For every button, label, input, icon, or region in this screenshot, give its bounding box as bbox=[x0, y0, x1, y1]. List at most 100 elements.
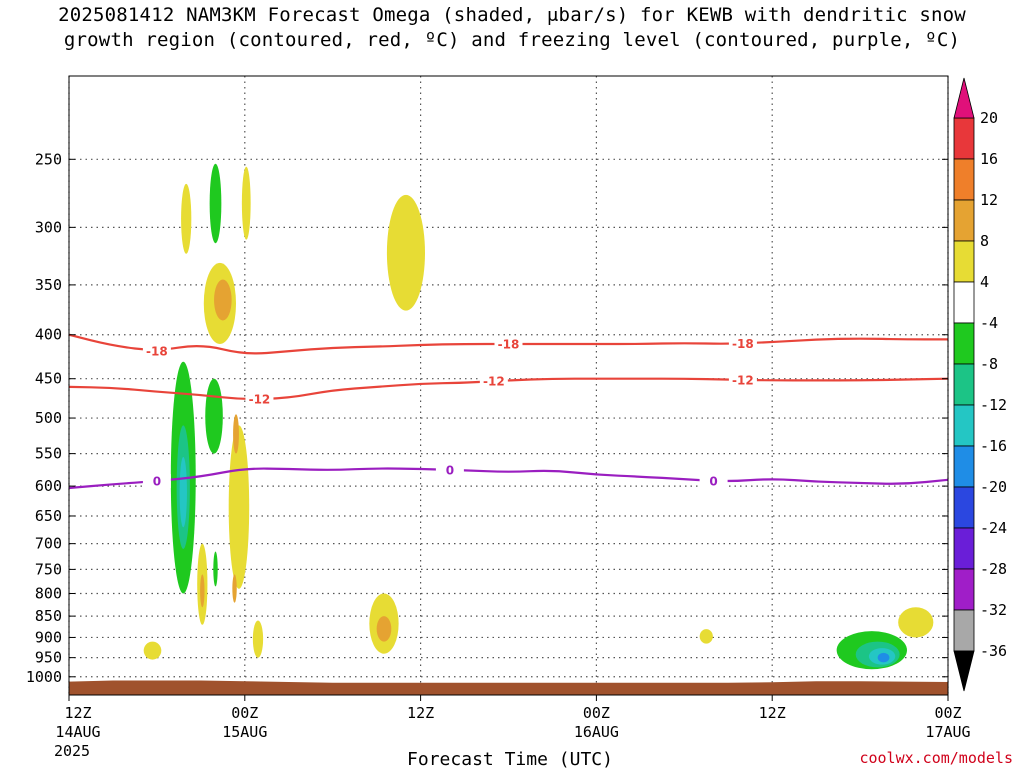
colorbar-label: 20 bbox=[980, 109, 998, 127]
omega-cell-5 bbox=[386, 194, 425, 311]
colorbar-label: -32 bbox=[980, 601, 1007, 619]
contour-label-0: 0 bbox=[709, 474, 717, 488]
omega-cell-15 bbox=[232, 574, 237, 603]
x-axis-title: Forecast Time (UTC) bbox=[407, 749, 613, 768]
colorbar-bin bbox=[953, 527, 975, 570]
colorbar-bin bbox=[953, 117, 975, 160]
xtick-label: 12Z bbox=[407, 704, 434, 722]
omega-cell-0 bbox=[181, 183, 192, 254]
ytick-label: 600 bbox=[35, 477, 62, 495]
contour-label-bg bbox=[479, 374, 508, 389]
ytick-label: 900 bbox=[35, 628, 62, 646]
colorbar-bin bbox=[953, 240, 975, 283]
xtick-label: 00Z bbox=[231, 704, 258, 722]
omega-cell-17 bbox=[143, 641, 162, 660]
ytick-label: 850 bbox=[35, 607, 62, 625]
ytick-label: 650 bbox=[35, 507, 62, 525]
omega-cell-9 bbox=[205, 378, 223, 454]
xtick-date-label: 16AUG bbox=[574, 723, 619, 741]
contour-label--18: -18 bbox=[498, 337, 520, 351]
colorbar-label: 16 bbox=[980, 150, 998, 168]
contour-label--18: -18 bbox=[146, 345, 168, 359]
contour-label--18: -18 bbox=[732, 337, 754, 351]
colorbar-bin bbox=[953, 445, 975, 488]
colorbar-bin bbox=[953, 609, 975, 652]
ytick-label: 750 bbox=[35, 560, 62, 578]
omega-cell-8 bbox=[179, 456, 187, 528]
contour-label-bg bbox=[435, 462, 464, 477]
terrain-area bbox=[69, 680, 948, 695]
colorbar-label: -16 bbox=[980, 437, 1007, 455]
colorbar-bin bbox=[953, 363, 975, 406]
contour-label-0: 0 bbox=[153, 475, 161, 489]
terrain-fill bbox=[69, 680, 948, 695]
xtick-label: 12Z bbox=[64, 704, 91, 722]
colorbar-under-arrow bbox=[953, 650, 975, 692]
contour-label-bg bbox=[728, 336, 757, 351]
contour-label-bg bbox=[728, 372, 757, 387]
chart-title: 2025081412 NAM3KM Forecast Omega (shaded… bbox=[0, 3, 1024, 53]
colorbar-bin bbox=[953, 568, 975, 611]
colorbar-label: 12 bbox=[980, 191, 998, 209]
contour-label--12: -12 bbox=[732, 373, 754, 387]
omega-cell-13 bbox=[200, 574, 205, 608]
ytick-label: 300 bbox=[35, 218, 62, 236]
omega-shading bbox=[143, 163, 934, 670]
gridlines bbox=[68, 76, 949, 695]
colorbar-label: 4 bbox=[980, 273, 989, 291]
contour-line--12 bbox=[69, 377, 948, 401]
ytick-label: 350 bbox=[35, 276, 62, 294]
contour-label--12: -12 bbox=[249, 393, 271, 407]
ytick-label: 500 bbox=[35, 409, 62, 427]
contour-label-bg bbox=[142, 474, 171, 489]
omega-cell-4 bbox=[214, 279, 232, 321]
temperature-contours: -18 -18 -18 -12 -12 -12 0 0 0 bbox=[69, 333, 948, 490]
colorbar-bin bbox=[953, 404, 975, 447]
colorbar-bin bbox=[953, 199, 975, 242]
contour-label-0: 0 bbox=[446, 463, 454, 477]
ytick-label: 1000 bbox=[26, 668, 62, 686]
contour-label-bg bbox=[142, 344, 171, 359]
colorbar-over-arrow bbox=[953, 77, 975, 119]
omega-cell-11 bbox=[233, 414, 239, 454]
colorbar: 20 16 12 8 4 -4 -8 -12 -16 -20 -24 -28 -32 -36 bbox=[953, 77, 1007, 692]
contour-label-bg bbox=[699, 473, 728, 488]
colorbar-label: -28 bbox=[980, 560, 1007, 578]
colorbar-label: -12 bbox=[980, 396, 1007, 414]
contour-label-bg bbox=[245, 392, 274, 407]
contour-label--12: -12 bbox=[483, 375, 505, 389]
credit-text[interactable]: coolwx.com/models bbox=[859, 749, 1013, 767]
colorbar-bin bbox=[953, 281, 975, 324]
omega-cell-16 bbox=[252, 620, 264, 658]
colorbar-bin bbox=[953, 158, 975, 201]
ytick-label: 400 bbox=[35, 326, 62, 344]
colorbar-bin bbox=[953, 322, 975, 365]
xtick-date-label: 14AUG bbox=[55, 723, 100, 741]
xtick-date-label: 15AUG bbox=[222, 723, 267, 741]
omega-cell-2 bbox=[241, 166, 251, 240]
omega-cell-20 bbox=[699, 629, 713, 644]
omega-cell-25 bbox=[877, 652, 890, 663]
colorbar-label: 8 bbox=[980, 232, 989, 250]
xtick-date-label: 17AUG bbox=[925, 723, 970, 741]
colorbar-label: -20 bbox=[980, 478, 1007, 496]
chart-title-line2: growth region (contoured, red, ºC) and f… bbox=[63, 29, 961, 51]
ytick-label: 950 bbox=[35, 649, 62, 667]
ytick-label: 250 bbox=[35, 150, 62, 168]
colorbar-label: -8 bbox=[980, 355, 998, 373]
colorbar-bin bbox=[953, 486, 975, 529]
colorbar-label: -4 bbox=[980, 314, 998, 332]
xtick-label: 12Z bbox=[759, 704, 786, 722]
xtick-label: 00Z bbox=[934, 704, 961, 722]
ytick-label: 700 bbox=[35, 535, 62, 553]
contour-label-bg bbox=[494, 336, 523, 351]
colorbar-label: -24 bbox=[980, 519, 1007, 537]
ytick-label: 450 bbox=[35, 370, 62, 388]
omega-cell-10 bbox=[228, 425, 250, 589]
plot-frame bbox=[68, 75, 949, 696]
ytick-label: 550 bbox=[35, 445, 62, 463]
omega-cell-14 bbox=[213, 551, 218, 587]
contour-line-0 bbox=[69, 467, 948, 490]
